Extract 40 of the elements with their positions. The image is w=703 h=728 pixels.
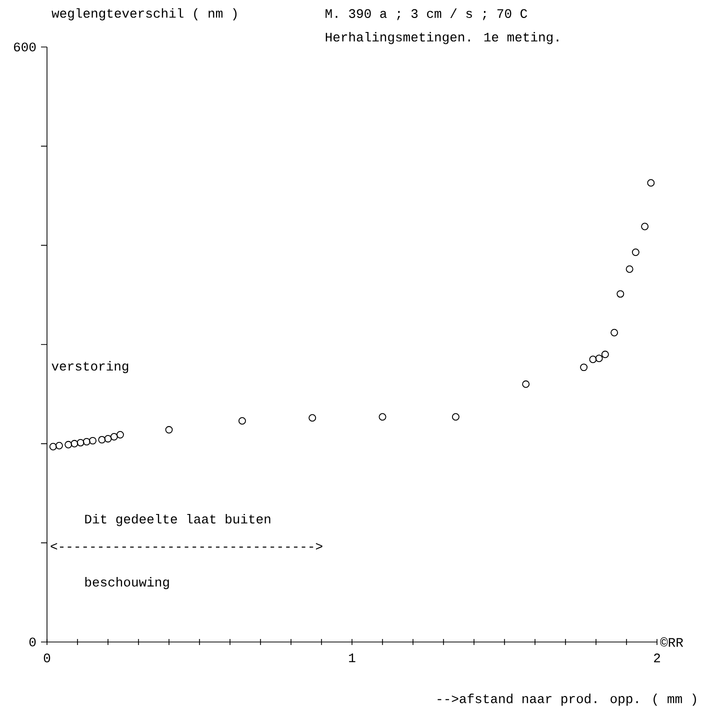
annotation: beschouwing [85,577,169,590]
point [595,354,603,362]
point [626,265,634,273]
annotation: verstoring [52,361,128,374]
point [98,436,106,444]
point [116,431,124,438]
point [55,442,63,450]
point [165,426,173,434]
point [308,414,316,422]
x-tick-label: 1 [349,654,356,662]
y-tick-label: 600 [14,42,36,52]
point [378,413,386,421]
point [601,350,609,358]
point [589,356,597,364]
point [580,364,588,372]
annotation: Dit gedeelte laat buiten [85,514,270,526]
point [64,440,72,448]
point [616,290,624,298]
point [641,222,649,230]
point [110,432,118,440]
point [76,438,84,446]
point [82,438,90,446]
x-tick-label: 0 [44,654,50,662]
point [49,442,57,450]
point [632,248,640,256]
point [104,434,112,442]
annotation: <---------------------------------> [50,543,322,550]
point [89,436,96,444]
x-tick-label: 2 [654,654,660,662]
point [647,179,655,187]
point [522,380,530,388]
point [610,328,618,336]
point [238,417,246,425]
x-axis-title: -->afstand naar prod. opp. ( mm ) [438,694,696,706]
y-axis-title: weglengteverschil ( nm ) [52,8,237,20]
point [70,440,78,448]
chart-subtitle: Herhalingsmetingen. 1e meting. [326,32,558,44]
chart-title: M. 390 a ; 3 cm / s ; 70 C [326,8,528,20]
text: ©RR [660,637,684,647]
point [452,413,460,421]
